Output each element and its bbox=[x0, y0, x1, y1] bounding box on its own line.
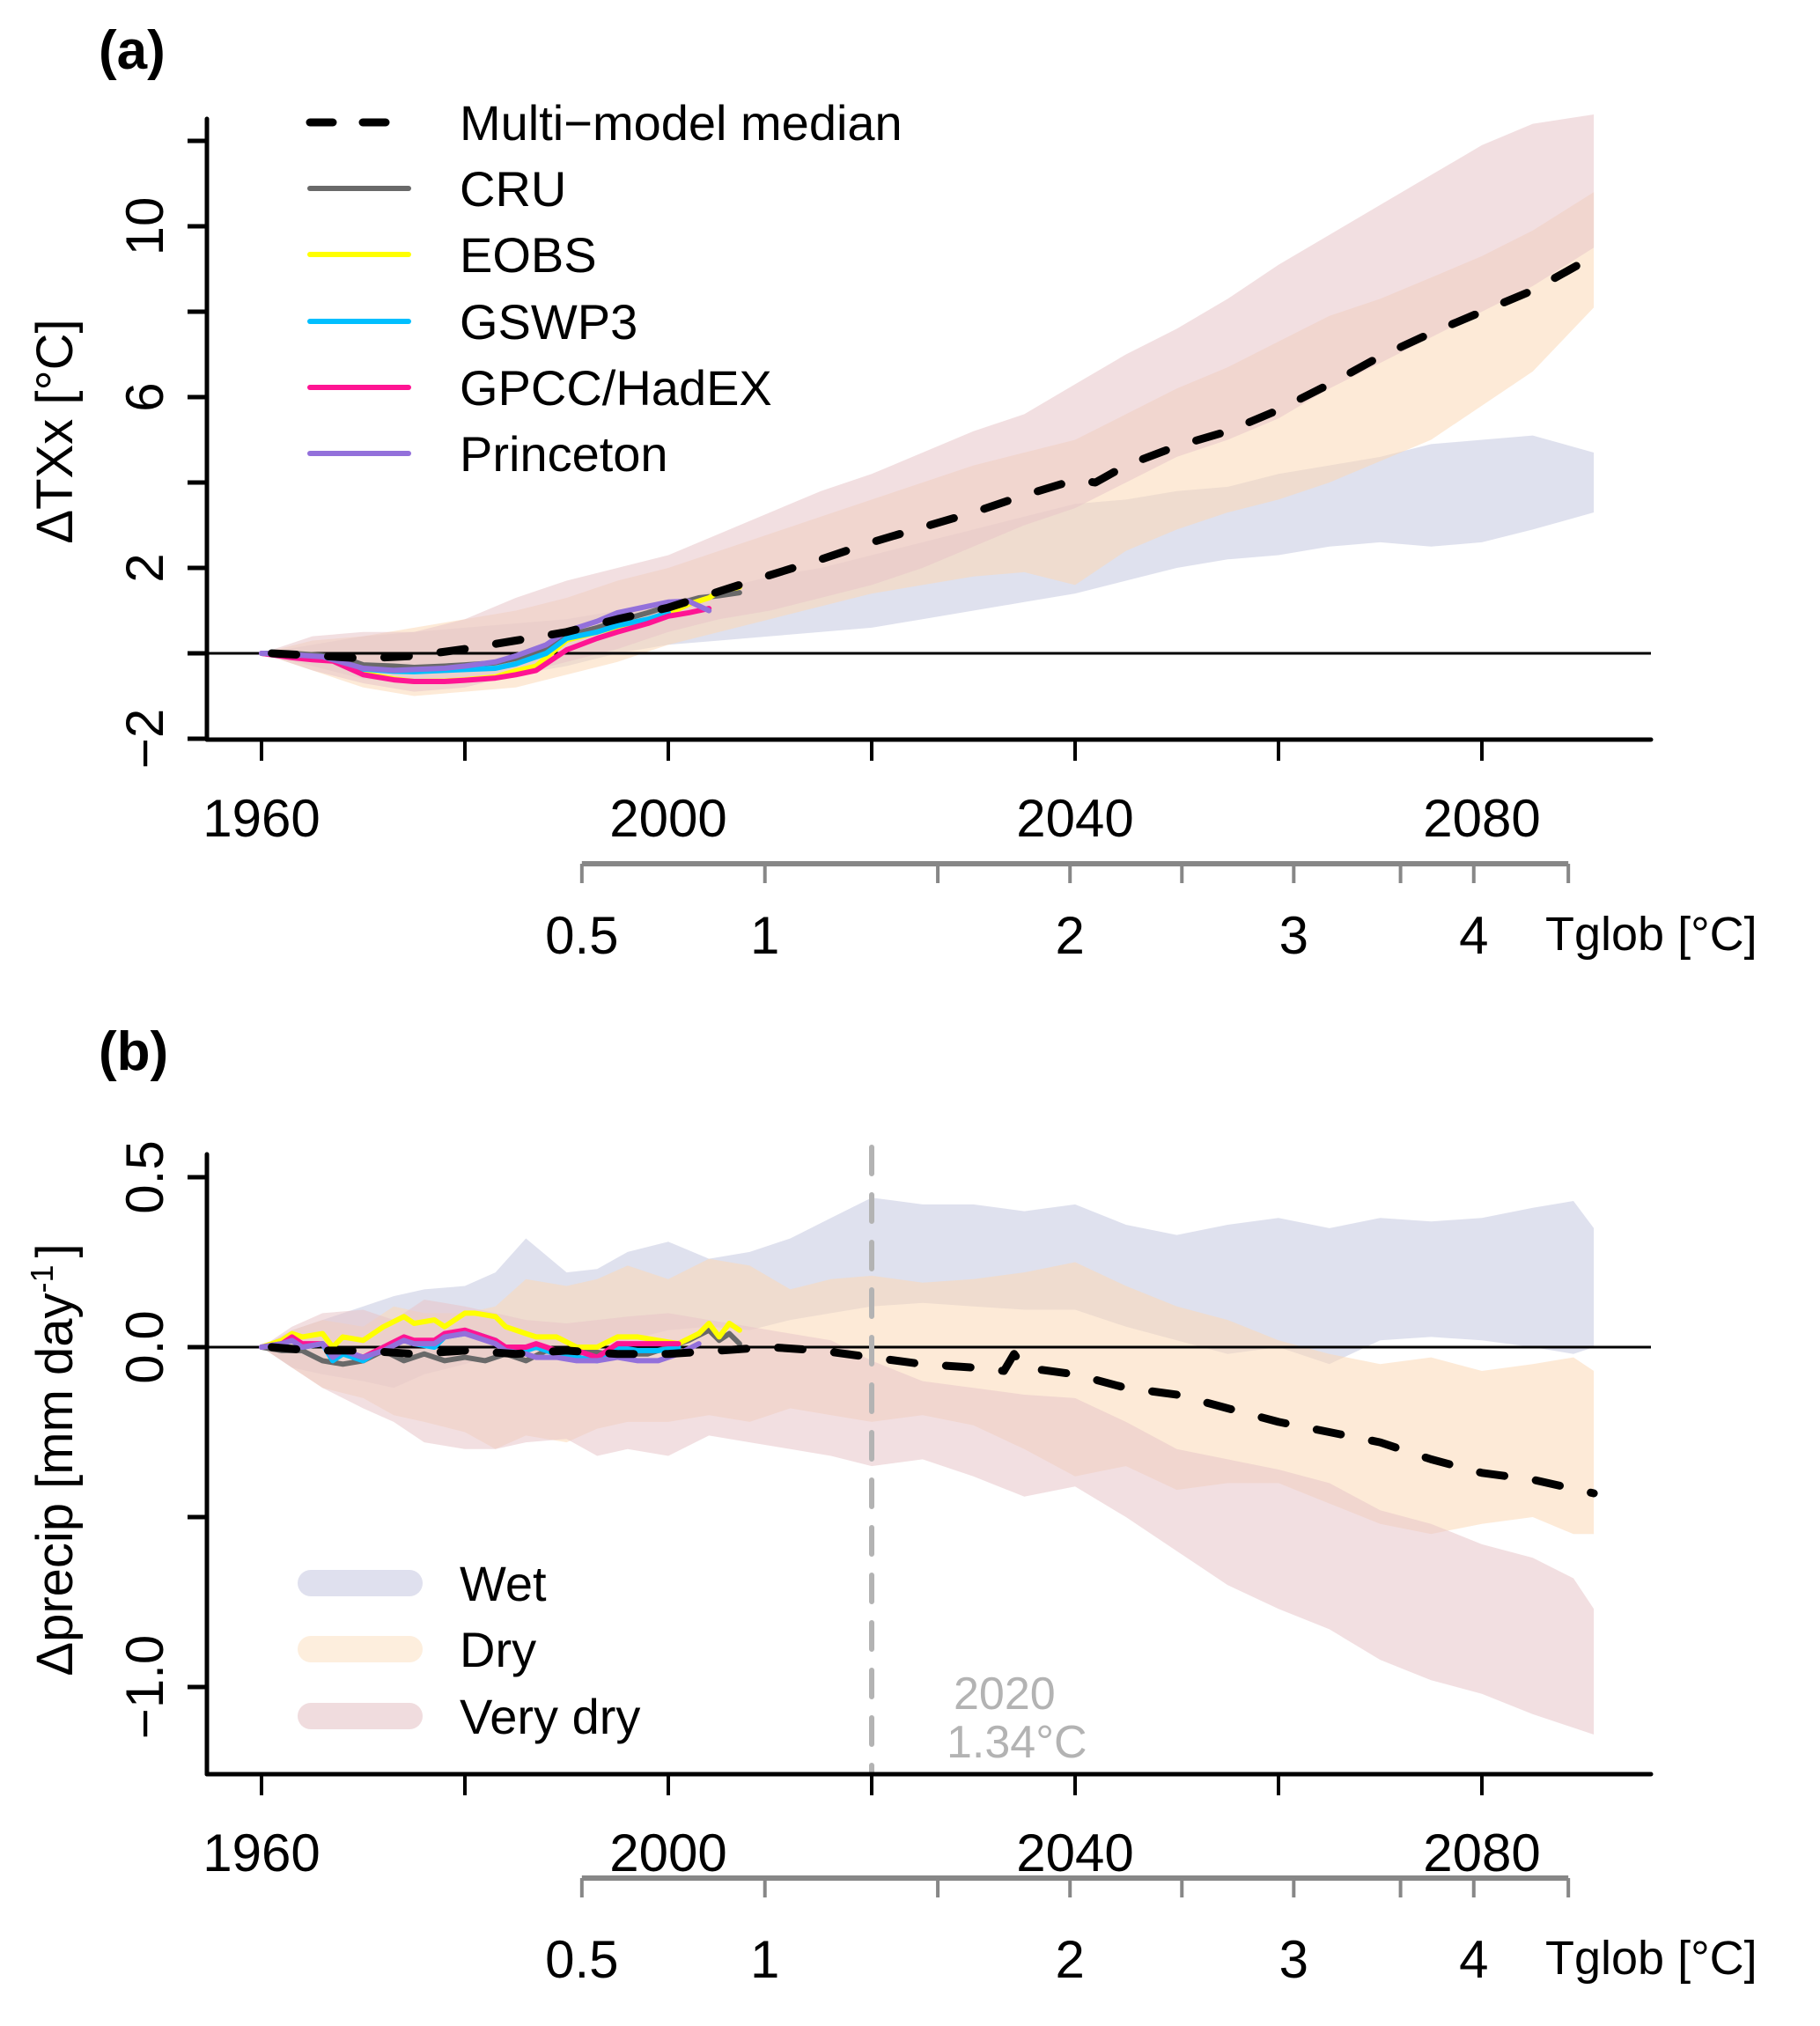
y-tick-label: −1.0 bbox=[115, 1635, 174, 1739]
legend-entry: CRU bbox=[307, 161, 566, 217]
tglob-axis-title: Tglob [°C] bbox=[1545, 1932, 1757, 1985]
x-tick-label: 1960 bbox=[203, 1823, 320, 1882]
panel-b-legend: Wet Dry Very dry bbox=[298, 1556, 640, 1744]
legend-entry: Multi−model median bbox=[306, 95, 903, 151]
legend-swatch-band bbox=[298, 1636, 423, 1662]
x-tick-label: 1960 bbox=[203, 789, 320, 848]
legend-entry: Very dry bbox=[298, 1689, 640, 1744]
x-tick-label: 2000 bbox=[609, 789, 726, 848]
legend-label: CRU bbox=[460, 161, 566, 217]
x-tick-label: 2000 bbox=[609, 1823, 726, 1882]
x-tick-label: 2040 bbox=[1016, 789, 1133, 848]
tglob-tick-label: 1 bbox=[750, 906, 779, 965]
panel-a: (a) −2 2 6 10 1960 2000 2040 2080 0.5 1 2 3 4 Tglob [… bbox=[26, 20, 1757, 965]
panel-b-y-axis-title: Δprecip [mm day-1] bbox=[24, 1243, 84, 1676]
tglob-tick-label: 2 bbox=[1056, 1930, 1085, 1989]
x-tick-label: 2080 bbox=[1423, 789, 1540, 848]
panel-b-series bbox=[259, 1310, 1598, 1498]
legend-entry: GPCC/HadEX bbox=[307, 360, 772, 416]
y-tick-label: 0.5 bbox=[115, 1140, 174, 1213]
series-multi-model-median bbox=[268, 252, 1598, 663]
panel-a-y-axis-title: ΔTXx [°C] bbox=[26, 319, 84, 543]
panel-a-legend: Multi−model median CRU EOBS GSWP3 GPCC/HadEX… bbox=[306, 95, 903, 482]
legend-label: Dry bbox=[460, 1622, 536, 1677]
legend-entry: EOBS bbox=[307, 227, 597, 283]
tglob-tick-label: 4 bbox=[1459, 906, 1488, 965]
tglob-tick-label: 1 bbox=[750, 1930, 779, 1989]
y-tick-label: −2 bbox=[115, 709, 174, 769]
legend-label: Multi−model median bbox=[460, 95, 903, 151]
panel-b-bands bbox=[262, 1197, 1595, 1735]
series-multi-model-median bbox=[268, 1343, 1598, 1498]
legend-entry: Wet bbox=[298, 1556, 547, 1611]
panel-a-label: (a) bbox=[99, 20, 166, 81]
legend-label: Very dry bbox=[460, 1689, 640, 1744]
legend-label: EOBS bbox=[460, 227, 597, 283]
x-tick-label: 2040 bbox=[1016, 1823, 1133, 1882]
panel-b-y-axis-title-close: ] bbox=[26, 1243, 84, 1257]
band-very-dry bbox=[262, 1300, 1595, 1735]
tglob-tick-label: 4 bbox=[1459, 1930, 1488, 1989]
y-tick-label: 10 bbox=[115, 197, 174, 256]
tglob-tick-label: 0.5 bbox=[545, 1930, 618, 1989]
annotation-tglob: 1.34°C bbox=[947, 1717, 1087, 1768]
y-tick-label: 6 bbox=[115, 382, 174, 411]
panel-a-series bbox=[259, 252, 1598, 684]
panel-a-axes: −2 2 6 10 1960 2000 2040 2080 0.5 1 2 3 4 Tglob [°C] bbox=[115, 116, 1757, 965]
tglob-tick-label: 0.5 bbox=[545, 906, 618, 965]
x-tick-label: 2080 bbox=[1423, 1823, 1540, 1882]
legend-swatch-band bbox=[298, 1703, 423, 1729]
tglob-tick-label: 3 bbox=[1279, 1930, 1308, 1989]
tglob-axis-title: Tglob [°C] bbox=[1545, 908, 1757, 961]
y-tick-label: 2 bbox=[115, 553, 174, 582]
tglob-tick-label: 3 bbox=[1279, 906, 1308, 965]
legend-label: Wet bbox=[460, 1556, 547, 1611]
series-princeton bbox=[259, 598, 712, 674]
tglob-tick-label: 2 bbox=[1056, 906, 1085, 965]
panel-b-axes: 0.5 0.0 −1.0 1960 2000 2040 2080 0.5 1 2 3 4 Tglob [… bbox=[115, 1140, 1757, 1989]
legend-entry: GSWP3 bbox=[307, 294, 637, 350]
legend-swatch-band bbox=[298, 1570, 423, 1596]
legend-label: Princeton bbox=[460, 426, 668, 482]
legend-label: GSWP3 bbox=[460, 294, 637, 350]
panel-b-y-axis-title-sup: -1 bbox=[24, 1264, 60, 1293]
y-tick-label: 0.0 bbox=[115, 1310, 174, 1383]
legend-entry: Princeton bbox=[307, 426, 668, 482]
legend-entry: Dry bbox=[298, 1622, 536, 1677]
band-very-dry bbox=[262, 114, 1595, 692]
panel-b: (b) 0.5 0.0 −1.0 1960 2000 2040 2080 0.5 1 2 3 4 Tgl… bbox=[24, 1021, 1757, 1989]
legend-label: GPCC/HadEX bbox=[460, 360, 772, 416]
annotation-year: 2020 bbox=[954, 1669, 1056, 1720]
panel-b-label: (b) bbox=[99, 1021, 168, 1082]
panel-b-y-axis-title-main: Δprecip [mm day bbox=[26, 1293, 84, 1676]
